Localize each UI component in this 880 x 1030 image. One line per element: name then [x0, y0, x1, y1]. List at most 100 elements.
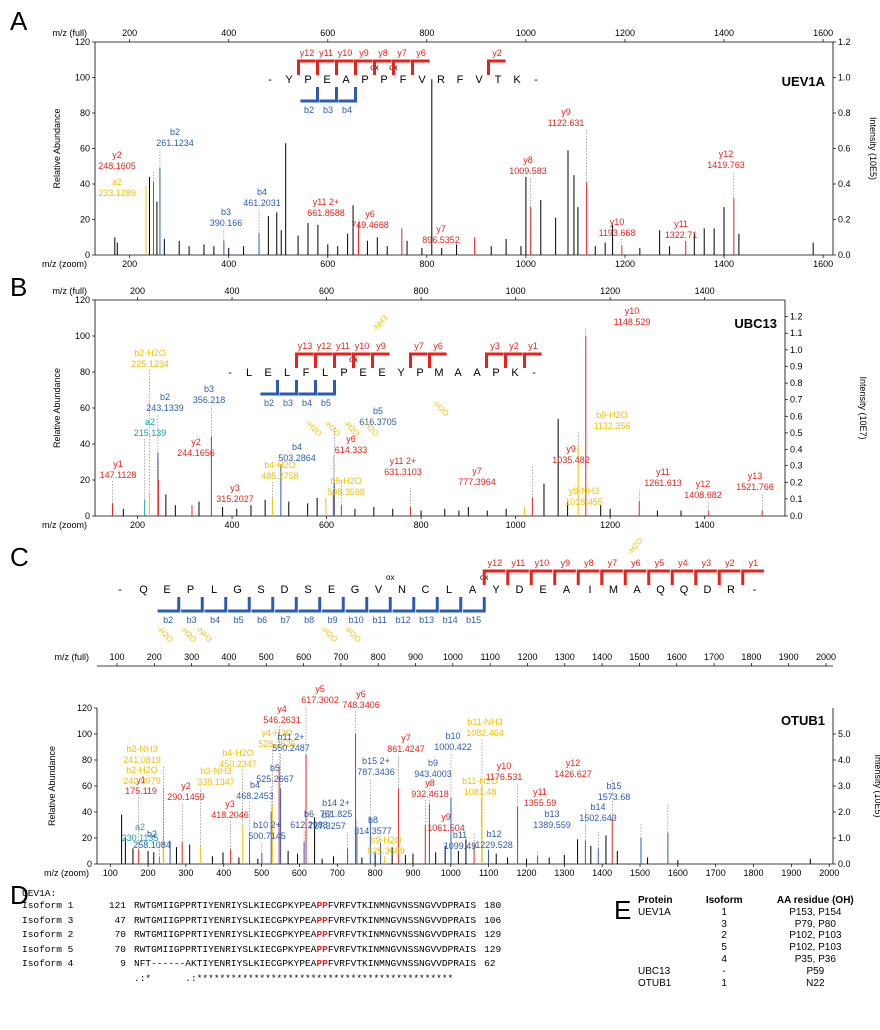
ion-name: b6 [304, 809, 314, 819]
ion-mz: 617.3002 [301, 695, 339, 705]
y-bracket-label: y12 [300, 48, 315, 58]
cell-residue: P153, P154 [789, 906, 842, 918]
ion-mz: 503.2864 [278, 453, 316, 463]
y-bracket [297, 59, 316, 75]
y-axis-label: Relative Abundance [47, 746, 57, 826]
x-tick-label: 1200 [516, 868, 536, 878]
y-tick-label: 80 [80, 108, 90, 118]
ion-name: b9-H2O [596, 410, 628, 420]
y-bracket-label: y4 [678, 558, 688, 568]
b-bracket-label: b3 [187, 615, 197, 625]
residue: A [563, 584, 571, 596]
ion-mz: 1035.482 [552, 455, 590, 465]
residue: A [469, 584, 477, 596]
ion-name: a2 [135, 822, 145, 832]
x2-tick-label: 600 [296, 652, 311, 662]
b-bracket-label: b13 [419, 615, 434, 625]
y-tick-label: 80 [80, 367, 90, 377]
ion-name: b10 2+ [253, 820, 281, 830]
y-tick-label: 60 [80, 403, 90, 413]
residue: L [322, 367, 328, 379]
ion-name: b4 [257, 187, 267, 197]
ion-mz: 461.2031 [243, 198, 281, 208]
ion-mz: 175.119 [125, 786, 157, 796]
ion-mz: 215.139 [134, 428, 167, 438]
b-bracket-label: b9 [328, 615, 338, 625]
ion-mz: 598.3598 [327, 487, 365, 497]
x-tick-label: 400 [225, 520, 240, 530]
x-tick-label: 1200 [600, 520, 620, 530]
ion-mz: 631.3103 [384, 467, 422, 477]
y-tick-label: 20 [82, 833, 92, 843]
x-tick-label: 1000 [516, 259, 536, 269]
ion-name: y10 [497, 761, 512, 771]
x2-tick-label: 2000 [816, 652, 836, 662]
residue: Q [680, 584, 689, 596]
y-tick-label: 100 [75, 331, 90, 341]
ion-mz: 1099.49 [444, 841, 477, 851]
ion-mz: 1132.356 [594, 421, 631, 431]
ion-name: a2 [112, 177, 122, 187]
nh3-label: -NH3 [194, 624, 214, 644]
x2-tick-label: 600 [319, 286, 334, 296]
h2o-label: -H2O [304, 418, 324, 438]
table-row: 4 P35, P36 [636, 954, 876, 966]
alignment-row: Isoform 5 70 RWTGMIIGPPRTIYENRIYSLKIECGPKY… [22, 943, 602, 958]
ion-mz: 500.7145 [248, 831, 286, 841]
seq-post: FVRFVTKINMNGVNSSNGVVDPRAIS [327, 914, 477, 926]
x2-tick-label: 1000 [443, 652, 463, 662]
x2-tick-label: 1400 [695, 286, 715, 296]
x-tick-label: 2000 [819, 868, 839, 878]
b-bracket-label: b12 [396, 615, 411, 625]
ion-name: y12 [566, 758, 581, 768]
x2-tick-label: 500 [259, 652, 274, 662]
seq-start: 121 [108, 900, 126, 911]
ion-mz: 390.166 [210, 218, 243, 228]
x-tick-label: 600 [292, 868, 307, 878]
y2-tick-label: 1.2 [838, 37, 851, 47]
y-bracket-label: y1 [749, 558, 759, 568]
y2-tick-label: 5.0 [838, 729, 851, 739]
b-bracket [463, 597, 486, 613]
ion-mz: 943.4003 [414, 769, 452, 779]
b-bracket [251, 597, 275, 613]
x2-tick-label: 1200 [615, 28, 635, 38]
spectra-figure: 0204060801001200.00.20.40.60.81.01.22002… [42, 28, 880, 878]
y-bracket [600, 569, 623, 585]
cell-isoform: 5 [721, 942, 727, 954]
residue: Q [656, 584, 665, 596]
x2-tick-label: 1200 [600, 286, 620, 296]
ion-mz: 525.2667 [256, 774, 294, 784]
ion-name: y1 [113, 459, 123, 469]
ion-mz: 1018.455 [565, 497, 603, 507]
ion-mz: 932.4618 [411, 789, 449, 799]
y-bracket-label: y2 [725, 558, 735, 568]
cell-residue: P79, P80 [794, 918, 836, 930]
y-axis-label: Relative Abundance [52, 108, 62, 188]
x2-axis-label: m/z (full) [55, 652, 90, 662]
ox-label: ox [386, 573, 394, 582]
ion-mz: 225.1234 [131, 359, 169, 369]
y2-axis-label: Intensity (10E7) [858, 376, 868, 439]
residue: P [304, 74, 311, 86]
cell-protein: UEV1A [638, 906, 671, 918]
residue: - [753, 584, 757, 596]
b-bracket [298, 597, 322, 613]
y2-tick-label: 1.0 [838, 833, 851, 843]
residue: K [513, 74, 521, 86]
b-bracket [392, 597, 416, 613]
ion-name: b2-NH3 [126, 744, 157, 754]
residue: L [446, 584, 452, 596]
ion-mz: 243.1339 [146, 403, 184, 413]
seq-start: 9 [120, 958, 126, 969]
y-bracket [504, 352, 523, 368]
residue: E [539, 584, 546, 596]
table-row: UBC13 - P59 [636, 966, 876, 978]
x2-tick-label: 1000 [516, 28, 536, 38]
consensus-spacer [22, 972, 134, 987]
cell-protein [636, 919, 694, 931]
ion-name: b11-NH3 [467, 717, 502, 727]
ion-name: y12 [696, 479, 711, 489]
y-bracket-label: y9 [359, 48, 369, 58]
ion-name: b2 [147, 829, 157, 839]
